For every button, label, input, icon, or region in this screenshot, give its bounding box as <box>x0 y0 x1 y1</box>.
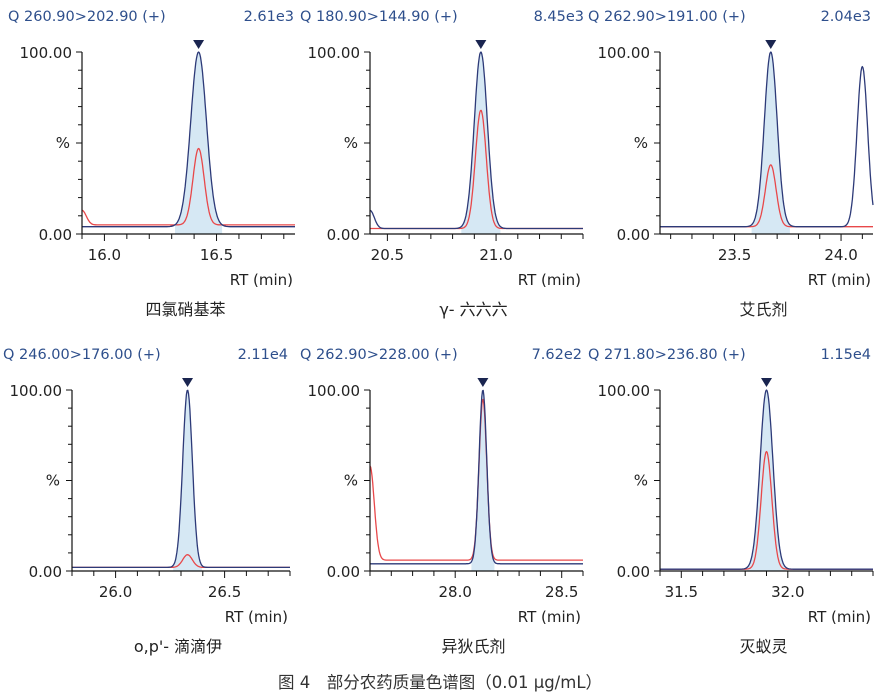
mrm-transition-label: Q 262.90>191.00 (+) <box>588 9 746 25</box>
x-tick-label: 20.5 <box>371 246 404 264</box>
peak-marker-triangle <box>193 40 205 49</box>
y-max-tick-label: 100.00 <box>308 382 361 400</box>
quantifier-trace <box>72 389 290 569</box>
intensity-label: 2.04e3 <box>821 9 871 25</box>
y-max-tick-label: 100.00 <box>10 382 63 400</box>
chromatogram-panel-5: Q 262.90>228.00 (+) 7.62e2 100.00% 0.00 28.0… <box>300 347 584 656</box>
x-tick-label: 32.0 <box>771 583 804 601</box>
compound-name: 艾氏剂 <box>739 300 787 319</box>
peak-marker-triangle <box>477 378 489 387</box>
x-tick-label: 16.5 <box>200 246 233 264</box>
peak-area-fill <box>747 390 786 571</box>
x-tick-label: 31.5 <box>665 583 698 601</box>
y-axis-label: % <box>344 472 358 490</box>
quantifier-trace <box>369 51 583 230</box>
y-min-tick-label: 0.00 <box>39 226 72 244</box>
x-tick-label: 26.5 <box>208 583 241 601</box>
x-tick-label: 23.5 <box>718 246 751 264</box>
y-max-tick-label: 100.00 <box>308 44 361 62</box>
chromatogram-panel-2: Q 180.90>144.90 (+) 8.45e3 100.00% 0.00 20.5… <box>300 9 584 319</box>
mrm-transition-label: Q 271.80>236.80 (+) <box>588 347 746 363</box>
peak-area-fill <box>461 52 501 234</box>
chromatogram-panel-1: Q 260.90>202.90 (+) 2.61e3 100.00% 0.00 16.0… <box>8 9 295 319</box>
peak-area-fill <box>173 390 202 571</box>
compound-name: 异狄氏剂 <box>441 637 505 656</box>
x-tick-label: 21.0 <box>479 246 512 264</box>
quantifier-trace <box>660 389 873 570</box>
compound-name: 四氯硝基苯 <box>145 300 225 319</box>
x-tick-label: 28.5 <box>545 583 578 601</box>
y-min-tick-label: 0.00 <box>327 226 360 244</box>
y-min-tick-label: 0.00 <box>617 226 650 244</box>
mrm-transition-label: Q 246.00>176.00 (+) <box>3 347 161 363</box>
peak-marker-triangle <box>761 378 772 387</box>
y-max-tick-label: 100.00 <box>20 44 73 62</box>
peak-marker-triangle <box>475 40 487 49</box>
peak-area-fill <box>175 52 223 234</box>
x-axis-label: RT (min) <box>518 271 581 289</box>
y-max-tick-label: 100.00 <box>598 44 651 62</box>
qualifier-trace <box>81 147 295 226</box>
chromatogram-panel-6: Q 271.80>236.80 (+) 1.15e4 100.00% 0.00 31.5… <box>588 347 874 656</box>
y-axis-label: % <box>634 472 648 490</box>
quantifier-trace <box>370 389 583 565</box>
y-axis-label: % <box>46 472 60 490</box>
y-axis-label: % <box>634 134 648 152</box>
quantifier-trace <box>660 51 874 228</box>
y-min-tick-label: 0.00 <box>617 563 650 581</box>
peak-marker-triangle <box>765 40 777 49</box>
y-max-tick-label: 100.00 <box>598 382 651 400</box>
intensity-label: 8.45e3 <box>534 9 584 25</box>
x-tick-label: 28.0 <box>438 583 471 601</box>
mrm-transition-label: Q 180.90>144.90 (+) <box>300 9 458 25</box>
intensity-label: 2.61e3 <box>244 9 294 25</box>
peak-area-fill <box>751 52 790 234</box>
peak-area-fill <box>471 390 495 571</box>
quantifier-trace <box>82 51 295 228</box>
y-axis-label: % <box>344 134 358 152</box>
compound-name: o,p'- 滴滴伊 <box>134 637 222 656</box>
peak-marker-triangle <box>182 378 194 387</box>
intensity-label: 1.15e4 <box>821 347 871 363</box>
chromatogram-panel-4: Q 246.00>176.00 (+) 2.11e4 100.00% 0.00 26.0… <box>3 347 291 656</box>
x-axis-label: RT (min) <box>230 271 293 289</box>
x-axis-label: RT (min) <box>808 608 871 626</box>
figure-caption: 图 4 部分农药质量色谱图（0.01 μg/mL） <box>278 673 602 692</box>
mrm-transition-label: Q 262.90>228.00 (+) <box>300 347 458 363</box>
x-axis-label: RT (min) <box>808 271 871 289</box>
y-axis-label: % <box>56 134 70 152</box>
y-min-tick-label: 0.00 <box>29 563 62 581</box>
x-tick-label: 24.0 <box>824 246 857 264</box>
chromatogram-panel-3: Q 262.90>191.00 (+) 2.04e3 100.00% 0.00 23.5… <box>588 9 874 319</box>
compound-name: γ- 六六六 <box>439 300 507 319</box>
intensity-label: 2.11e4 <box>238 347 288 363</box>
mrm-transition-label: Q 260.90>202.90 (+) <box>8 9 166 25</box>
x-tick-label: 26.0 <box>99 583 132 601</box>
x-tick-label: 16.0 <box>88 246 121 264</box>
compound-name: 灭蚁灵 <box>739 637 787 656</box>
x-axis-label: RT (min) <box>518 608 581 626</box>
intensity-label: 7.62e2 <box>532 347 582 363</box>
y-min-tick-label: 0.00 <box>327 563 360 581</box>
x-axis-label: RT (min) <box>225 608 288 626</box>
